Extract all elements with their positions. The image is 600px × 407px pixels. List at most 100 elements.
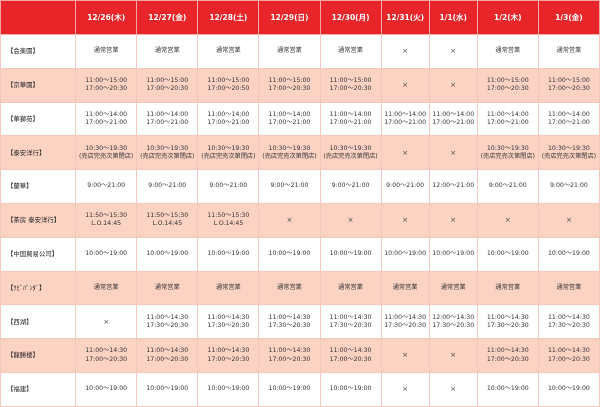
table-row: 【京華園】 11:00～15:00 17:00～20:30 11:00～15:00 17…	[0, 67, 600, 103]
hours-cell: 11:50～15:30 L.O.14:45	[197, 202, 260, 238]
shop-name: 【蘭華】	[0, 169, 77, 204]
hours-cell: 通常営業	[136, 34, 199, 69]
hours-cell: 10:00～19:00	[537, 371, 600, 407]
hours-cell: ×	[428, 371, 478, 407]
hours-text: (売店完売次第閉店)	[480, 152, 535, 160]
shop-name: 【福建】	[0, 371, 77, 407]
hours-cell: 9:00～21:00	[537, 169, 600, 204]
hours-text: 17:00～20:30	[85, 85, 128, 93]
hours-text: (売店完売次第閉店)	[262, 152, 317, 160]
hours-cell: ×	[380, 371, 430, 407]
hours-text: 11:00～14:00	[384, 110, 427, 118]
hours-text: 10:00～19:00	[85, 385, 128, 393]
hours-cell: 10:30～19:30 (売店完売次第閉店)	[258, 135, 321, 171]
table-row: 【福建】 10:00～19:00 10:00～19:00 10:00～19:00 10:…	[0, 371, 600, 407]
hours-text: 10:00～19:00	[329, 250, 372, 258]
shop-name: 【泰安洋行】	[0, 135, 77, 171]
hours-cell: 11:00～14:00 17:00～21:00	[197, 101, 260, 137]
hours-text: 10:30～19:30	[547, 144, 590, 152]
hours-cell: 通常営業	[476, 34, 539, 69]
hours-text: 10:00～19:00	[486, 250, 529, 258]
hours-cell: 10:30～19:30 (売店完売次第閉店)	[476, 135, 539, 171]
hours-text: 11:50～15:30	[146, 212, 189, 220]
hours-cell: 9:00～21:00	[136, 169, 199, 204]
hours-text: 10:00～19:00	[268, 385, 311, 393]
hours-text: 9:00～21:00	[386, 182, 425, 190]
hours-cell: 10:30～19:30 (売店完売次第閉店)	[197, 135, 260, 171]
hours-cell: ×	[380, 202, 430, 238]
hours-text: 17:00～20:30	[486, 85, 529, 93]
hours-cell: 9:00～21:00	[258, 169, 321, 204]
hours-text: 通常営業	[556, 47, 582, 55]
hours-text: 11:00～14:00	[268, 110, 311, 118]
hours-text: 11:00～14:30	[384, 313, 427, 321]
hours-text: 12:00～14:30	[432, 313, 475, 321]
hours-cell: 11:00～14:00 17:00～21:00	[136, 101, 199, 137]
table-row: 【会楽園】 通常営業 通常営業 通常営業 通常営業 通常営業 × × 通常営業 通常営業	[0, 34, 600, 69]
hours-cell: ×	[428, 202, 478, 238]
hours-text: 11:00～14:30	[547, 313, 590, 321]
hours-cell: 11:00～14:00 17:00～21:00	[476, 101, 539, 137]
hours-text: 10:00～19:00	[432, 250, 475, 258]
hours-text: 通常営業	[556, 283, 582, 291]
closed-mark: ×	[565, 216, 572, 225]
hours-text: 17:00～20:30	[146, 85, 189, 93]
hours-text: (売店完売次第閉店)	[541, 152, 597, 160]
closed-mark: ×	[504, 216, 511, 225]
hours-cell: 11:00～14:30 17:00～20:30	[258, 338, 321, 373]
hours-cell: 10:30～19:30 (売店完売次第閉店)	[136, 135, 199, 171]
hours-text: (売店完売次第閉店)	[79, 152, 134, 160]
header-row: 12/26(木) 12/27(金) 12/28(土) 12/29(日) 12/3…	[0, 0, 600, 35]
hours-text: 通常営業	[277, 47, 302, 55]
hours-text: 9:00～21:00	[148, 182, 187, 190]
hours-text: 通常営業	[277, 283, 302, 291]
hours-text: 9:00～21:00	[209, 182, 248, 190]
header-date: 12/28(土)	[197, 0, 260, 35]
hours-cell: 11:00～15:00 17:00～20:30	[537, 67, 600, 103]
hours-cell: ×	[380, 67, 430, 103]
hours-text: 11:00～14:00	[486, 110, 529, 118]
hours-text: (売店完売次第閉店)	[323, 152, 378, 160]
hours-text: 11:00～14:00	[207, 110, 250, 118]
hours-text: 11:00～14:00	[432, 110, 475, 118]
header-date: 1/3(金)	[537, 0, 600, 35]
hours-text: 10:30～19:30	[146, 144, 189, 152]
hours-cell: 12:00～14:30 17:30～20:30	[428, 304, 478, 340]
header-date: 1/1(水)	[428, 0, 478, 35]
hours-text: 17:00～21:00	[384, 118, 427, 126]
hours-text: 17:30～20:30	[547, 321, 590, 329]
hours-cell: 11:00～14:30 17:30～20:30	[136, 304, 199, 340]
hours-text: 9:00～21:00	[549, 182, 588, 190]
hours-text: 17:30～20:30	[146, 321, 189, 329]
hours-cell: 11:00～15:00 17:00～20:50	[197, 67, 260, 103]
closed-mark: ×	[450, 351, 457, 360]
hours-text: 9:00～21:00	[87, 182, 126, 190]
hours-text: 17:00～21:00	[85, 118, 128, 126]
hours-cell: 11:00～14:30 17:00～20:30	[476, 338, 539, 373]
hours-text: 17:00～21:00	[432, 118, 475, 126]
hours-cell: 通常営業	[319, 34, 382, 69]
hours-text: 17:00～20:50	[207, 85, 250, 93]
hours-cell: 9:00～21:00	[319, 169, 382, 204]
hours-text: 11:00～14:30	[486, 313, 529, 321]
hours-cell: 10:00～19:00	[476, 236, 539, 272]
hours-cell: 10:00～19:00	[136, 236, 199, 272]
hours-text: 11:00～14:00	[547, 110, 590, 118]
hours-cell: ×	[428, 338, 478, 373]
hours-cell: 10:00～19:00	[319, 371, 382, 407]
table-row: 【ｸﾋﾞﾊﾟﾝﾀﾞ】 通常営業 通常営業 通常営業 通常営業 通常営業 通常営業 通常営業 通常…	[0, 270, 600, 306]
hours-cell: 通常営業	[476, 270, 539, 306]
header-date: 12/31(火)	[380, 0, 430, 35]
hours-cell: ×	[428, 135, 478, 171]
hours-cell: ×	[428, 67, 478, 103]
closed-mark: ×	[402, 385, 409, 394]
hours-text: 10:30～19:30	[486, 144, 529, 152]
hours-cell: 11:00～14:00 17:00～21:00	[537, 101, 600, 137]
hours-cell: 10:00～19:00	[197, 236, 260, 272]
hours-cell: 11:00～15:00 17:00～20:30	[319, 67, 382, 103]
hours-text: 11:00～14:30	[268, 347, 311, 355]
hours-text: 17:30～20:30	[384, 321, 427, 329]
hours-cell: 11:00～14:00 17:00～21:00	[258, 101, 321, 137]
hours-text: 11:00～15:00	[329, 76, 372, 84]
header-date: 12/29(日)	[258, 0, 321, 35]
